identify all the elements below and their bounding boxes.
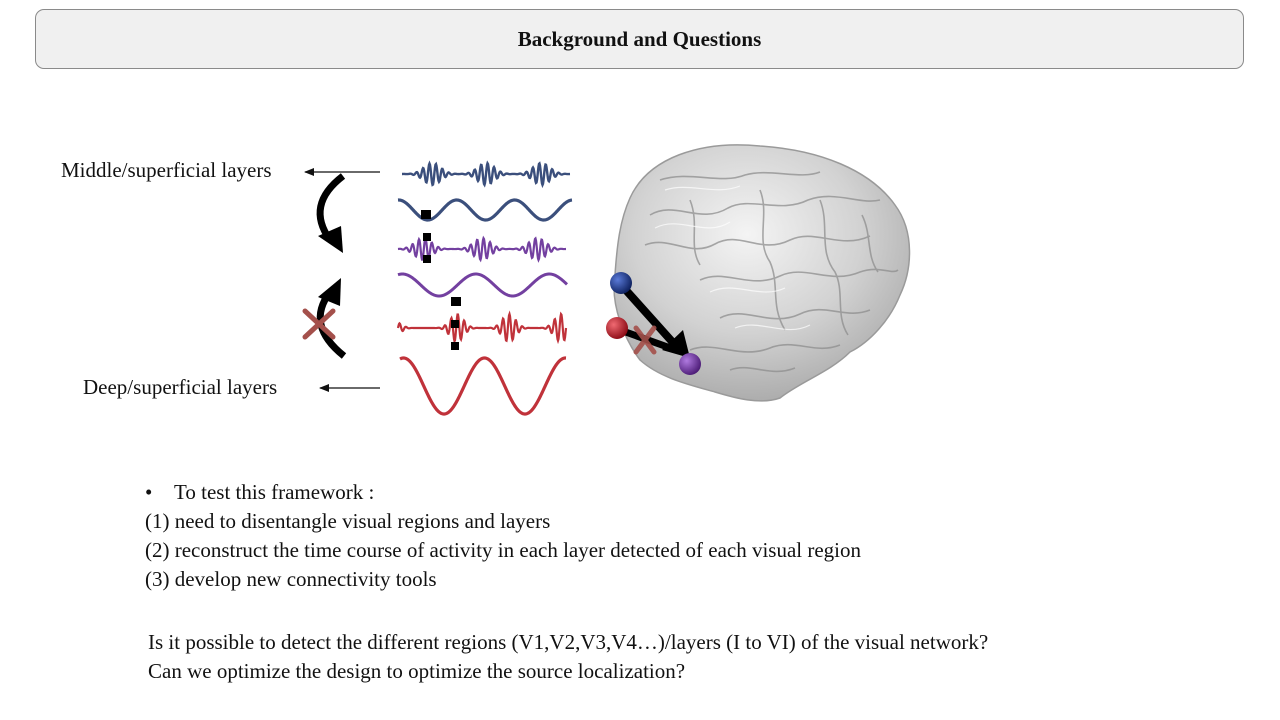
blue-alpha-wave [397, 198, 573, 222]
bottom-layer-label: Deep/superficial layers [83, 375, 278, 399]
top-layer-label: Middle/superficial layers [61, 158, 272, 182]
node-red [606, 317, 628, 339]
framework-list: • To test this framework : (1) need to d… [145, 478, 861, 594]
feedforward-arrow [621, 285, 679, 349]
list-item: (3) develop new connectivity tools [145, 567, 437, 591]
blocked-cross-icon [302, 308, 336, 340]
node-blue [610, 272, 632, 294]
coupling-markers [421, 210, 461, 350]
brain-image [613, 144, 911, 402]
title-bar: Background and Questions [35, 9, 1244, 69]
question-item: Can we optimize the design to optimize t… [148, 659, 686, 683]
red-gamma-wave [396, 310, 568, 345]
bullet-intro: • To test this framework : [145, 478, 861, 507]
bullet-marker: • [145, 480, 153, 504]
page-title: Background and Questions [517, 26, 762, 51]
purple-alpha-wave [397, 272, 569, 298]
question-item: Is it possible to detect the different r… [148, 630, 989, 654]
bullet-intro-text: To test this framework : [174, 480, 375, 504]
blocked-connection-cross-icon [633, 325, 657, 355]
blue-gamma-wave [401, 160, 571, 189]
red-alpha-wave [399, 356, 567, 416]
up-curved-arrow-head [318, 278, 341, 306]
list-item: (2) reconstruct the time course of activ… [145, 538, 862, 562]
node-purple [679, 353, 701, 375]
list-item: (1) need to disentangle visual regions a… [145, 509, 551, 533]
research-questions: Is it possible to detect the different r… [148, 628, 988, 686]
down-curved-arrow-head [318, 226, 343, 253]
